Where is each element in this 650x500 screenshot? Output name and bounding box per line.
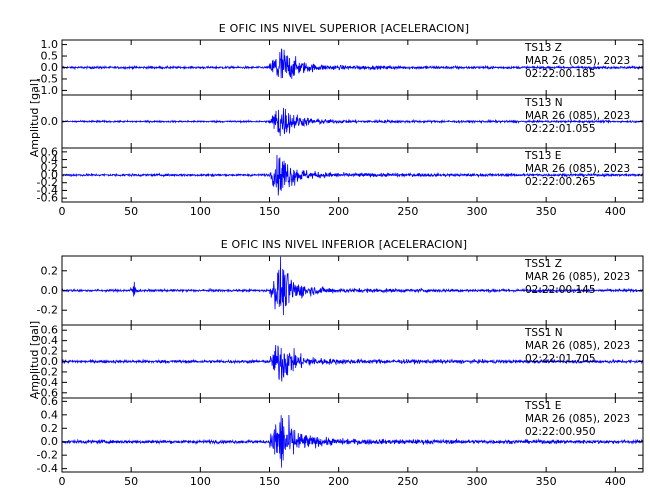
upper-y-axis-label: Amplitud [gal] [28,79,41,157]
chart1-trace0-y-tick-label-0: 0.2 [41,264,59,277]
lower-chart-title: E OFIC INS NIVEL INFERIOR [ACELERACION] [221,238,468,251]
chart0-trace2-y-tick-label-5: -0.4 [37,184,58,197]
chart0-trace0-y-tick-label-1: 0.5 [41,50,59,63]
chart0-x-tick-label-2: 100 [190,205,211,218]
chart0-trace0-waveform-line [62,48,643,79]
chart0-trace2-y-tick-label-0: 0.6 [41,145,59,158]
lower-y-axis-label: Amplitud [gal] [28,321,41,399]
chart0-trace1-waveform-line [62,107,643,137]
chart0-x-tick-label-1: 50 [124,205,138,218]
chart1-trace0-y-tick-label-2: -0.2 [37,304,58,317]
chart0-trace2-y-tick-label-2: 0.2 [41,161,59,174]
chart1-trace1-y-tick-label-3: 0.0 [41,355,59,368]
chart1-trace1-y-tick-label-6: -0.6 [37,386,58,399]
lower-chart-group: E OFIC INS NIVEL INFERIOR [ACELERACION] … [28,238,644,488]
chart0-trace0-y-tick-label-0: 1.0 [41,38,59,51]
chart1-trace2-frame [61,397,644,473]
chart1-trace1-y-tick-label-4: -0.2 [37,365,58,378]
chart0-trace2-date-label: MAR 26 (085), 2023 [525,163,630,175]
chart0-trace1-date-label: MAR 26 (085), 2023 [525,110,630,122]
chart0-trace2-waveform-line [62,154,643,196]
chart1-trace0-start-time-label: 02:22:00.145 [525,284,596,296]
upper-chart-group: E OFIC INS NIVEL SUPERIOR [ACELERACION] … [28,22,644,218]
chart1-trace1-y-tick-label-2: 0.2 [41,345,59,358]
chart0-trace0-y-tick-label-4: -1.0 [37,84,58,97]
chart0-trace2-y-tick-label-6: -0.6 [37,192,58,205]
chart1-x-tick-label-7: 350 [536,475,557,488]
chart0-trace2-y-tick-label-3: 0.0 [41,169,59,182]
chart0-trace0-date-label: MAR 26 (085), 2023 [525,55,630,67]
chart1-trace0-station-label: TSS1 Z [524,258,562,270]
chart0-trace1-y-tick-label-0: 0.0 [41,115,59,128]
chart1-x-tick-label-2: 100 [190,475,211,488]
chart1-trace1-y-tick-label-1: 0.4 [41,334,59,347]
chart1-trace2-y-tick-label-1: 0.4 [41,408,59,421]
chart1-x-tick-label-0: 0 [59,475,66,488]
chart1-trace2-y-tick-label-0: 0.6 [41,395,59,408]
chart0-trace0-station-label: TS13 Z [524,42,562,54]
chart1-x-tick-label-3: 150 [259,475,280,488]
chart0-trace0-y-tick-label-3: -0.5 [37,72,58,85]
chart1-x-tick-label-6: 300 [467,475,488,488]
chart0-trace1-station-label: TS13 N [524,97,563,109]
chart0-x-tick-label-5: 250 [397,205,418,218]
chart1-x-tick-label-1: 50 [124,475,138,488]
chart1-trace2-waveform-line [62,415,643,468]
chart0-trace2-station-label: TS13 E [524,150,561,162]
chart1-x-tick-label-4: 200 [328,475,349,488]
chart1-trace0-date-label: MAR 26 (085), 2023 [525,271,630,283]
chart1-trace2-station-label: TSS1 E [524,400,561,412]
chart1-trace2-y-tick-label-3: 0.0 [41,435,59,448]
chart0-trace2-y-tick-label-1: 0.4 [41,153,59,166]
chart0-x-tick-label-0: 0 [59,205,66,218]
chart0-x-tick-label-4: 200 [328,205,349,218]
chart1-trace1-start-time-label: 02:22:01.705 [525,353,596,365]
chart1-x-tick-label-8: 400 [605,475,626,488]
chart1-trace2-start-time-label: 02:22:00.950 [525,426,596,438]
chart0-x-tick-label-7: 350 [536,205,557,218]
chart0-trace0-y-tick-label-2: 0.0 [41,61,59,74]
chart0-trace2-y-tick-label-4: -0.2 [37,176,58,189]
chart1-trace2-date-label: MAR 26 (085), 2023 [525,413,630,425]
chart0-trace0-start-time-label: 02:22:00.185 [525,68,596,80]
chart1-trace1-date-label: MAR 26 (085), 2023 [525,340,630,352]
chart1-trace2-y-tick-label-4: -0.2 [37,449,58,462]
chart0-x-tick-label-3: 150 [259,205,280,218]
chart1-trace0-waveform-line [62,256,643,316]
chart1-trace0-y-tick-label-1: 0.0 [41,284,59,297]
chart1-trace1-waveform-line [62,344,643,382]
chart1-trace1-station-label: TSS1 N [524,327,563,339]
chart0-trace2-start-time-label: 02:22:00.265 [525,176,596,188]
chart0-trace1-start-time-label: 02:22:01.055 [525,123,596,135]
chart1-trace2-y-tick-label-5: -0.4 [37,462,58,475]
chart0-x-tick-label-8: 400 [605,205,626,218]
chart0-x-tick-label-6: 300 [467,205,488,218]
chart1-trace1-y-tick-label-0: 0.6 [41,324,59,337]
upper-chart-title: E OFIC INS NIVEL SUPERIOR [ACELERACION] [219,22,469,35]
chart1-trace1-y-tick-label-5: -0.4 [37,376,58,389]
chart1-x-tick-label-5: 250 [397,475,418,488]
chart1-trace2-y-tick-label-2: 0.2 [41,422,59,435]
